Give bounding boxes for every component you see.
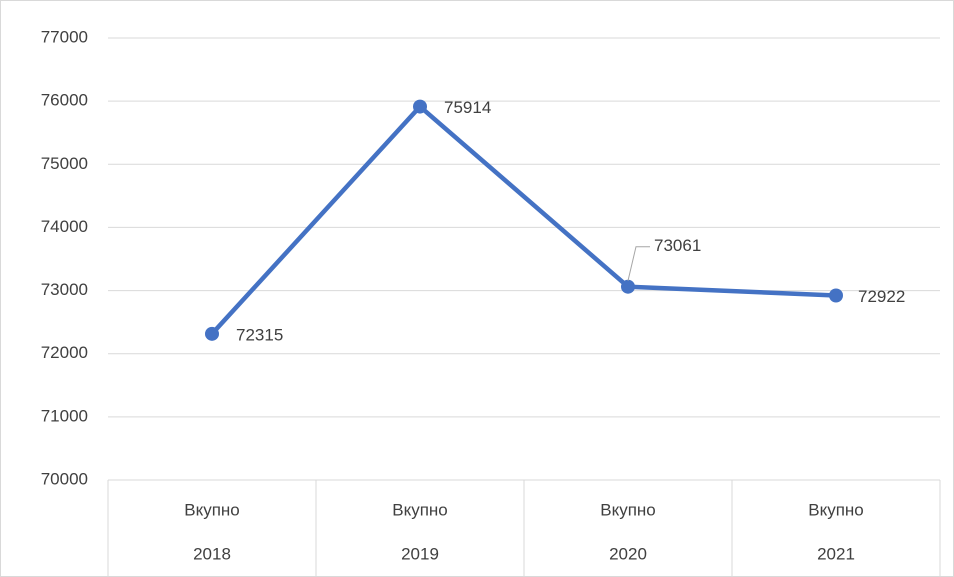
data-point [205,326,219,341]
y-tick-label: 77000 [41,27,88,46]
x-subcategory-label: Вкупно [392,500,448,519]
y-tick-label: 75000 [41,154,88,173]
x-tick-label: 2020 [609,544,647,563]
y-tick-label: 70000 [41,469,88,488]
leader-line [627,246,650,281]
y-tick-label: 73000 [41,280,88,299]
data-point [621,279,635,294]
data-label: 72315 [236,325,283,344]
series-line [210,104,837,336]
x-tick-label: 2019 [401,544,439,563]
y-tick-label: 72000 [41,343,88,362]
data-label: 72922 [858,287,905,306]
x-subcategory-label: Вкупно [184,500,240,519]
x-tick-label: 2021 [817,544,855,563]
data-point [829,288,843,303]
data-label: 75914 [444,98,491,117]
x-subcategory-label: Вкупно [808,500,864,519]
y-tick-label: 76000 [41,91,88,110]
data-label: 73061 [654,236,701,255]
data-point [413,99,427,114]
x-tick-label: 2018 [193,544,231,563]
x-subcategory-label: Вкупно [600,500,656,519]
y-tick-label: 74000 [41,217,88,236]
y-tick-label: 71000 [41,406,88,425]
